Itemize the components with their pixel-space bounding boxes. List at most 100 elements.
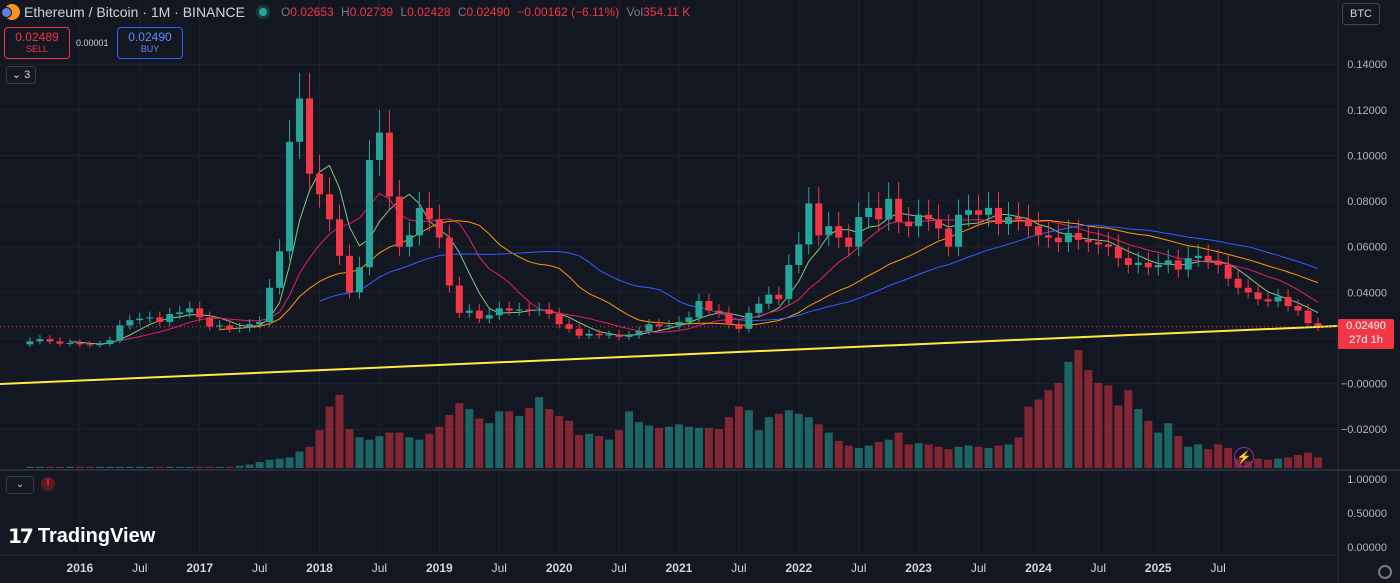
candle: [1184, 258, 1192, 270]
candle: [1084, 239, 1092, 243]
moving-average-line: [319, 224, 1319, 322]
candle: [345, 255, 353, 293]
symbol-title[interactable]: Ethereum / Bitcoin · 1M · BINANCE: [24, 4, 245, 20]
volume-bar: [944, 449, 953, 468]
candle: [1094, 242, 1102, 245]
candle: [1034, 226, 1042, 236]
candle: [1264, 299, 1272, 302]
volume-bar: [235, 465, 244, 468]
volume-bar: [894, 432, 903, 468]
candle: [1194, 255, 1202, 259]
candle: [615, 334, 623, 337]
last-price-label: 0.02490 27d 1h: [1338, 318, 1394, 349]
settings-gear-icon[interactable]: [1378, 565, 1392, 579]
volume-bar: [1304, 452, 1313, 468]
volume-bar: [984, 447, 993, 468]
volume-bar: [864, 445, 873, 468]
candle: [1114, 246, 1122, 259]
buy-button[interactable]: 0.02490 BUY: [117, 27, 183, 59]
candle: [335, 219, 343, 256]
candle: [575, 328, 583, 336]
tradingview-logo[interactable]: 𝟭𝟳 TradingView: [8, 524, 155, 549]
volume-bar: [734, 406, 743, 468]
candle: [306, 98, 314, 174]
sell-button[interactable]: 0.02489 SELL: [4, 27, 70, 59]
volume-axis[interactable]: 1.00000 0.50000 0.00000: [1347, 474, 1387, 554]
candle: [355, 267, 363, 293]
candle: [905, 221, 913, 227]
price-tick-label: 0.08000: [1347, 196, 1387, 208]
candle: [685, 317, 693, 322]
volume-bar: [1184, 446, 1193, 468]
volume-bar: [185, 466, 194, 468]
volume-bar: [125, 466, 134, 468]
candle: [925, 214, 933, 220]
candle: [136, 318, 144, 321]
volume-bar: [1224, 447, 1233, 468]
time-tick-label: Jul: [252, 561, 267, 575]
volume-bar: [784, 410, 793, 468]
lightning-icon[interactable]: ⚡: [1234, 447, 1254, 467]
volume-bar: [1134, 409, 1143, 468]
volume-bar: [585, 433, 594, 468]
candle: [365, 160, 373, 268]
volume-bar: [854, 447, 863, 468]
volume-bar: [804, 417, 813, 468]
volume-bar: [265, 459, 274, 468]
candle: [405, 235, 413, 247]
volume-bar: [415, 439, 424, 468]
time-tick-label: 2022: [785, 561, 812, 575]
volume-bars: [25, 350, 1323, 468]
time-axis[interactable]: 2016 Jul 2017 Jul 2018 Jul 2019 Jul 2020 Jul 2021 J…: [67, 561, 1226, 575]
market-status-icon[interactable]: [258, 8, 267, 16]
candle: [1314, 323, 1322, 327]
volume-bar: [255, 462, 264, 468]
time-tick-label: Jul: [971, 561, 986, 575]
candle: [116, 325, 124, 341]
sell-price: 0.02489: [15, 30, 59, 44]
candle: [605, 334, 613, 336]
time-tick-label: Jul: [1091, 561, 1106, 575]
trendline[interactable]: [0, 325, 1339, 385]
candle: [795, 244, 803, 265]
volume-bar: [295, 451, 304, 468]
currency-button[interactable]: BTC: [1342, 3, 1380, 25]
price-axis[interactable]: 0.14000 0.12000 0.10000 0.08000 0.06000 0.040…: [1341, 59, 1387, 436]
candle: [545, 309, 553, 315]
candle: [1124, 258, 1132, 265]
chart-grid: [0, 0, 1338, 555]
volume-bar: [1094, 383, 1103, 468]
volume-bar: [375, 436, 384, 468]
ethereum-bitcoin-icon: [1, 4, 20, 20]
candle: [715, 310, 723, 313]
candle: [266, 287, 274, 322]
warning-icon[interactable]: !: [41, 477, 55, 491]
candle: [955, 214, 963, 247]
volume-bar: [674, 424, 683, 468]
time-tick-label: Jul: [611, 561, 626, 575]
volume-bar: [425, 433, 434, 468]
volume-bar: [694, 427, 703, 468]
price-tick-label: −0.02000: [1341, 424, 1387, 436]
volume-bar: [335, 394, 344, 468]
volume-bar: [595, 436, 604, 468]
volume-bar: [65, 466, 74, 468]
time-tick-label: Jul: [372, 561, 387, 575]
volume-bar: [1084, 370, 1093, 468]
candle: [1274, 296, 1282, 302]
price-tick-label: 0.04000: [1347, 287, 1387, 299]
volume-bar: [954, 446, 963, 468]
candle: [725, 312, 733, 325]
candle: [375, 132, 383, 161]
volume-bar: [1264, 459, 1273, 468]
volume-bar: [215, 466, 224, 468]
indicators-toggle-button[interactable]: ⌄ 3: [6, 66, 36, 84]
volume-bar: [724, 417, 733, 468]
volume-bar: [1004, 444, 1013, 468]
collapse-pane-button[interactable]: ⌄: [6, 476, 34, 494]
volume-bar: [914, 443, 923, 468]
chart-legend: Ethereum / Bitcoin · 1M · BINANCE O0.026…: [0, 0, 694, 24]
volume-bar: [575, 434, 584, 468]
volume-bar: [205, 466, 214, 468]
